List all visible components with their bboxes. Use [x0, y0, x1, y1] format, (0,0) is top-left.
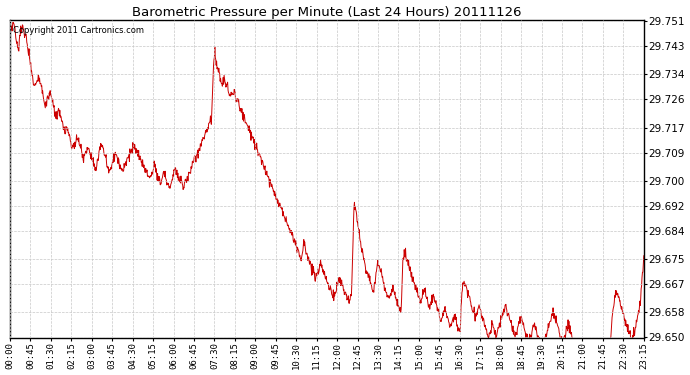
Title: Barometric Pressure per Minute (Last 24 Hours) 20111126: Barometric Pressure per Minute (Last 24 … — [132, 6, 522, 18]
Text: Copyright 2011 Cartronics.com: Copyright 2011 Cartronics.com — [13, 26, 144, 35]
